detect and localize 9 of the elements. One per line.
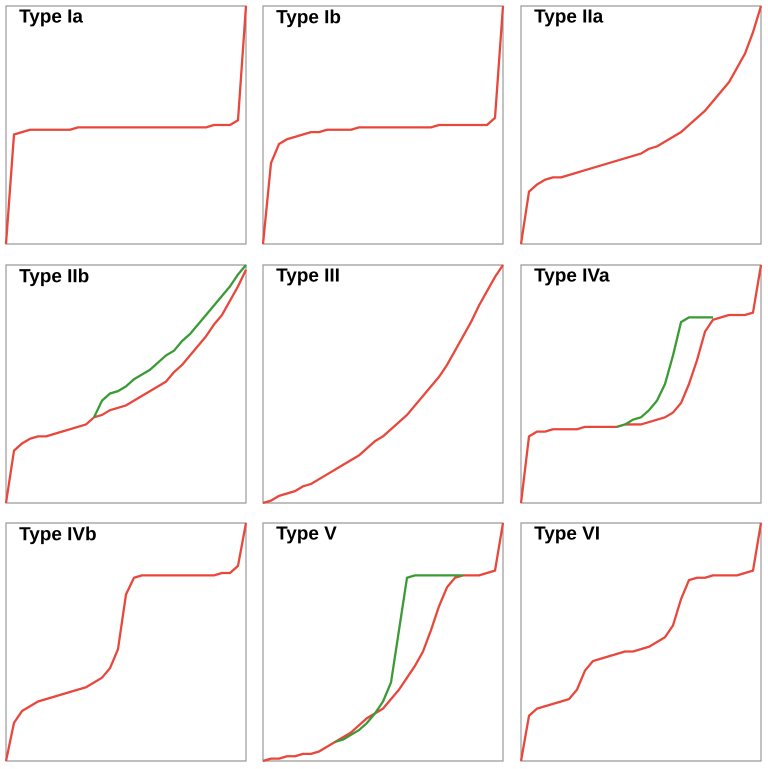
chart-title: Type IIb	[19, 268, 88, 286]
chart-title: Type III	[276, 268, 339, 286]
chart-title: Type Ib	[276, 9, 340, 28]
chart-title: Type IIa	[534, 9, 604, 26]
chart-title: Type IVb	[19, 526, 96, 544]
chart-title: Type V	[276, 526, 337, 544]
chart-title: Type IVa	[534, 268, 610, 286]
chart-title: Type Ia	[19, 9, 84, 26]
chart-title: Type VI	[534, 526, 599, 544]
